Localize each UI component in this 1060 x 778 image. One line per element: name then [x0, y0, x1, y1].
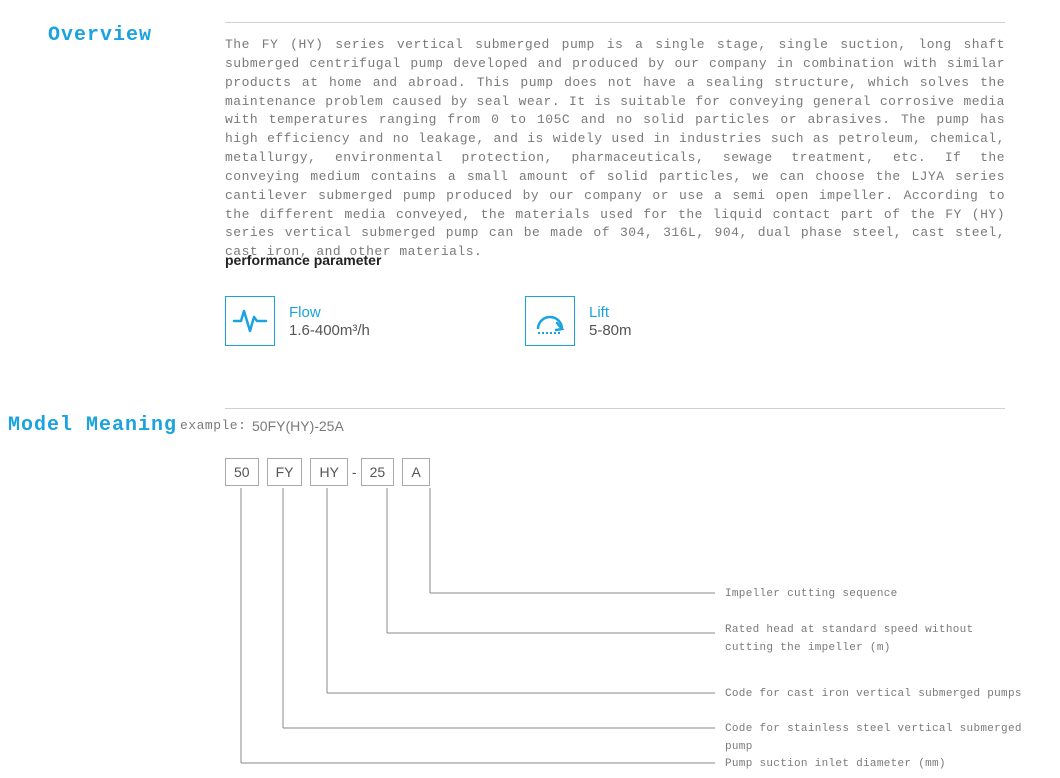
lift-value: 5-80m [589, 322, 632, 339]
model-part-a: A [402, 458, 430, 486]
model-divider [225, 408, 1005, 409]
model-dash: - [352, 464, 357, 480]
example-label: example: [180, 418, 246, 433]
overview-body-text: The FY (HY) series vertical submerged pu… [225, 36, 1005, 262]
lift-arc-icon [525, 296, 575, 346]
model-part-hy: HY [310, 458, 347, 486]
flow-pulse-icon [225, 296, 275, 346]
example-value: 50FY(HY)-25A [252, 418, 344, 434]
perf-flow-block: Flow 1.6-400m³/h [225, 296, 370, 346]
model-part-25: 25 [361, 458, 395, 486]
desc-impeller-cutting: Impeller cutting sequence [725, 586, 1025, 604]
flow-label: Flow [289, 304, 370, 322]
performance-heading: performance parameter [225, 252, 381, 268]
model-parts-row: 50 FY HY - 25 A [225, 458, 438, 486]
overview-heading: Overview [48, 24, 152, 47]
desc-cast-iron-code: Code for cast iron vertical submerged pu… [725, 686, 1025, 704]
lift-label: Lift [589, 304, 632, 322]
desc-stainless-code: Code for stainless steel vertical submer… [725, 721, 1025, 756]
model-part-50: 50 [225, 458, 259, 486]
model-part-fy: FY [267, 458, 303, 486]
flow-value: 1.6-400m³/h [289, 322, 370, 339]
perf-lift-block: Lift 5-80m [525, 296, 632, 346]
model-heading: Model Meaning [8, 414, 177, 437]
desc-inlet-diameter: Pump suction inlet diameter (mm) [725, 756, 1025, 774]
desc-rated-head: Rated head at standard speed without cut… [725, 622, 1025, 657]
overview-divider [225, 22, 1005, 23]
